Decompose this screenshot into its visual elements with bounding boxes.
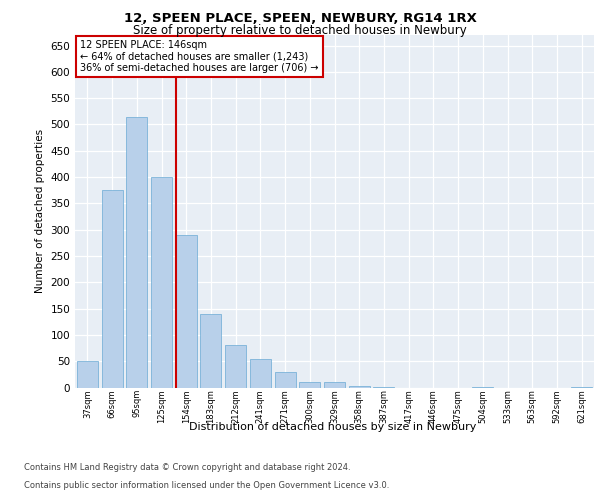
Bar	[151, 177, 172, 388]
Bar	[77, 361, 98, 388]
Bar	[250, 358, 271, 388]
Bar	[176, 235, 197, 388]
Text: Distribution of detached houses by size in Newbury: Distribution of detached houses by size …	[190, 422, 476, 432]
Bar	[571, 387, 592, 388]
Text: Contains HM Land Registry data © Crown copyright and database right 2024.: Contains HM Land Registry data © Crown c…	[24, 464, 350, 472]
Text: 12, SPEEN PLACE, SPEEN, NEWBURY, RG14 1RX: 12, SPEEN PLACE, SPEEN, NEWBURY, RG14 1R…	[124, 12, 476, 25]
Bar	[200, 314, 221, 388]
Text: 12 SPEEN PLACE: 146sqm
← 64% of detached houses are smaller (1,243)
36% of semi-: 12 SPEEN PLACE: 146sqm ← 64% of detached…	[80, 40, 319, 74]
Text: Contains public sector information licensed under the Open Government Licence v3: Contains public sector information licen…	[24, 481, 389, 490]
Text: Size of property relative to detached houses in Newbury: Size of property relative to detached ho…	[133, 24, 467, 37]
Bar	[373, 387, 394, 388]
Bar	[126, 116, 147, 388]
Bar	[299, 382, 320, 388]
Bar	[472, 387, 493, 388]
Bar	[324, 382, 345, 388]
Bar	[225, 346, 246, 388]
Bar	[349, 386, 370, 388]
Y-axis label: Number of detached properties: Number of detached properties	[35, 129, 45, 294]
Bar	[101, 190, 122, 388]
Bar	[275, 372, 296, 388]
